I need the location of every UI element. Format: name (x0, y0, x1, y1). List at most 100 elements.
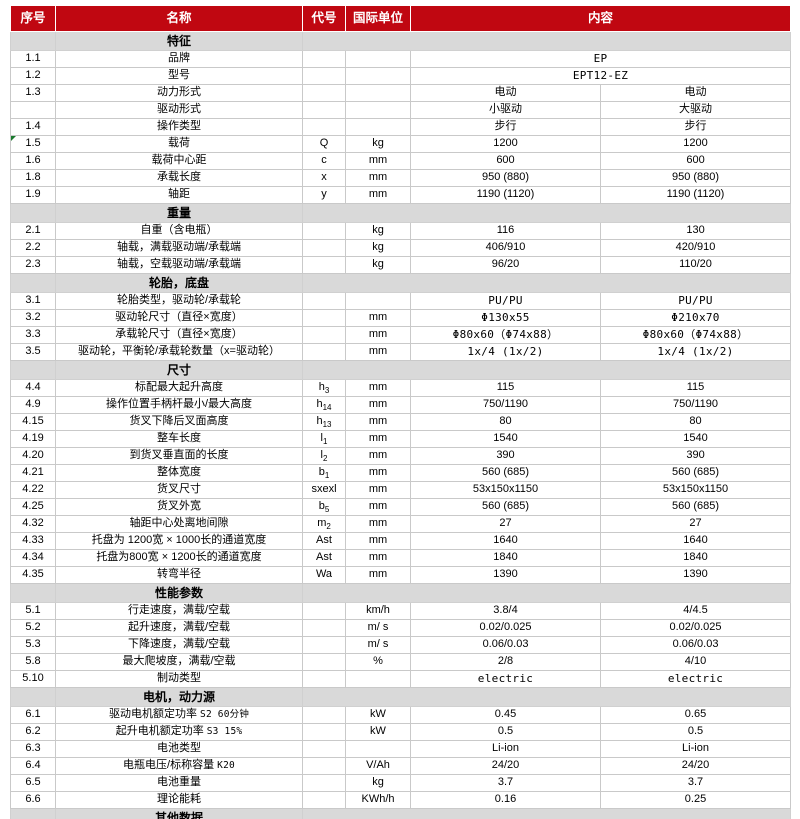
row-value-both: EP (409, 50, 792, 68)
table-row: 4.20 到货叉垂直面的长度 l2 mm 390 390 (10, 447, 792, 465)
row-value-2: 110/20 (599, 256, 792, 274)
row-number: 4.25 (10, 498, 56, 516)
row-number: 5.8 (10, 653, 56, 671)
row-label: 电池重量 (55, 774, 303, 792)
row-number: 5.1 (10, 602, 56, 620)
row-number: 6.1 (10, 706, 56, 724)
row-value-1: PU/PU (410, 292, 601, 310)
table-row: 4.21 整体宽度 b1 mm 560 (685) 560 (685) (10, 464, 792, 482)
table-row: 3.5 驱动轮，平衡轮/承载轮数量（x=驱动轮） mm 1x/4 (1x/2) 1x/4… (10, 343, 792, 361)
row-value-1: 1640 (410, 532, 601, 550)
row-value-2: 115 (599, 379, 792, 397)
row-value-2: 大驱动 (599, 101, 792, 119)
section-title-6: 其他数据 (55, 808, 303, 819)
table-row: 1.3 动力形式 电动 电动 (10, 84, 792, 102)
row-unit (345, 50, 411, 68)
row-unit: mm (345, 152, 411, 170)
row-code: l2 (302, 447, 346, 465)
row-label: 货叉下降后叉面高度 (55, 413, 303, 431)
table-row: 4.32 轴距中心处离地间隙 m2 mm 27 27 (10, 515, 792, 533)
row-value-1: Li-ion (410, 740, 601, 758)
row-label: 整车长度 (55, 430, 303, 448)
row-value-1: 3.8/4 (410, 602, 601, 620)
row-value-1: 0.16 (410, 791, 601, 809)
table-row: 4.15 货叉下降后叉面高度 h13 mm 80 80 (10, 413, 792, 431)
row-number: 3.3 (10, 326, 56, 344)
row-value-1: 1840 (410, 549, 601, 567)
table-row: 5.10 制动类型 electric electric (10, 670, 792, 688)
row-value-2: 4/10 (599, 653, 792, 671)
section-band-left (10, 360, 56, 380)
row-number: 4.35 (10, 566, 56, 584)
row-code: b5 (302, 498, 346, 516)
row-label: 载荷 (55, 135, 303, 153)
row-value-2: 3.7 (599, 774, 792, 792)
row-unit: mm (345, 326, 411, 344)
row-unit: kW (345, 706, 411, 724)
row-value-2: 0.06/0.03 (599, 636, 792, 654)
table-row: 6.4 电瓶电压/标称容量 K20 V/Ah 24/20 24/20 (10, 757, 792, 775)
column-header-code: 代号 (302, 5, 346, 32)
table-row: 6.6 理论能耗 KWh/h 0.16 0.25 (10, 791, 792, 809)
row-value-2: 4/4.5 (599, 602, 792, 620)
table-row: 6.5 电池重量 kg 3.7 3.7 (10, 774, 792, 792)
section-band-right (301, 31, 792, 51)
row-value-1: 1x/4 (1x/2) (410, 343, 601, 361)
row-value-1: Φ80x60（Φ74x88） (410, 326, 601, 344)
row-unit: mm (345, 532, 411, 550)
row-value-1: 1190 (1120) (410, 186, 601, 204)
row-value-2: 1x/4 (1x/2) (599, 343, 792, 361)
row-value-2: 电动 (599, 84, 792, 102)
section-header-row: 电机，动力源 (10, 687, 792, 707)
row-code (302, 326, 346, 344)
row-number: 1.4 (10, 118, 56, 136)
row-value-1: 80 (410, 413, 601, 431)
row-label: 起升速度，满载/空载 (55, 619, 303, 637)
section-band-right (301, 808, 792, 819)
row-unit: mm (345, 447, 411, 465)
row-number: 4.15 (10, 413, 56, 431)
row-unit (345, 292, 411, 310)
row-value-1: 0.5 (410, 723, 601, 741)
row-value-2: PU/PU (599, 292, 792, 310)
table-row: 4.4 标配最大起升高度 h3 mm 115 115 (10, 379, 792, 397)
section-title-2: 轮胎，底盘 (55, 273, 303, 293)
row-value-2: 24/20 (599, 757, 792, 775)
row-code (302, 84, 346, 102)
row-number: 1.6 (10, 152, 56, 170)
row-unit: mm (345, 430, 411, 448)
row-label: 驱动轮尺寸（直径×宽度） (55, 309, 303, 327)
row-value-both: EPT12-EZ (409, 67, 792, 85)
section-header-row: 尺寸 (10, 360, 792, 380)
row-value-2: 80 (599, 413, 792, 431)
table-row: 5.8 最大爬坡度，满载/空载% 2/8 4/10 (10, 653, 792, 671)
row-number: 4.20 (10, 447, 56, 465)
row-value-2: 420/910 (599, 239, 792, 257)
row-code (302, 239, 346, 257)
row-value-1: 115 (410, 379, 601, 397)
row-value-2: 560 (685) (599, 498, 792, 516)
row-value-1: 600 (410, 152, 601, 170)
row-number: 6.5 (10, 774, 56, 792)
table-row: 1.1 品牌 EP (10, 50, 792, 68)
row-code: sxexl (302, 481, 346, 499)
row-value-1: 3.7 (410, 774, 601, 792)
row-code: Ast (302, 549, 346, 567)
row-code: h3 (302, 379, 346, 397)
row-label: 驱动电机额定功率 S2 60分钟 (55, 706, 303, 724)
table-row: 2.2 轴载，满载驱动端/承载端 kg 406/910 420/910 (10, 239, 792, 257)
row-label: 行走速度，满载/空载 (55, 602, 303, 620)
row-code (302, 602, 346, 620)
row-unit: mm (345, 515, 411, 533)
row-unit: % (345, 653, 411, 671)
row-value-2: 0.5 (599, 723, 792, 741)
row-value-2: 1200 (599, 135, 792, 153)
section-header-row: 轮胎，底盘 (10, 273, 792, 293)
row-number: 6.4 (10, 757, 56, 775)
specification-table: 序号 名称 代号 国际单位 内容 特征 1.1 品牌 EP 1.2 型号 EPT12-EZ 1.3 动力形… (10, 5, 792, 819)
section-title-5: 电机，动力源 (55, 687, 303, 707)
row-unit: mm (345, 549, 411, 567)
row-label: 托盘为800宽 × 1200长的通道宽度 (55, 549, 303, 567)
